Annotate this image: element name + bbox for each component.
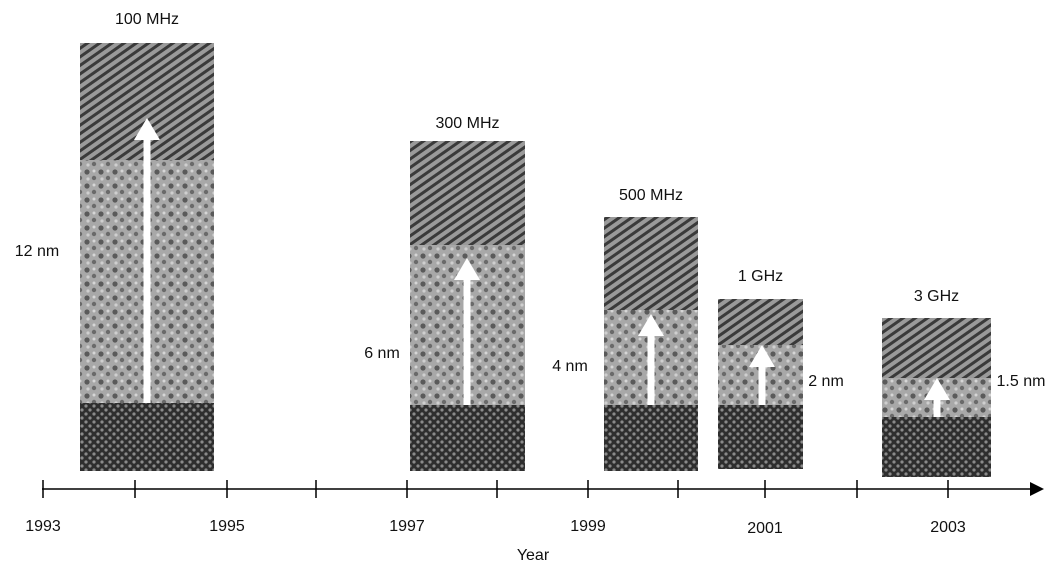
thickness-arrow-head bbox=[924, 378, 950, 400]
thickness-arrow-head bbox=[134, 118, 160, 140]
tem-crystal bbox=[718, 299, 803, 345]
tem-crystal bbox=[410, 141, 525, 245]
tem-substrate bbox=[604, 405, 698, 471]
thickness-arrow-head bbox=[638, 314, 664, 336]
thickness-label: 12 nm bbox=[15, 243, 59, 260]
thickness-arrow-head bbox=[749, 345, 775, 367]
thickness-label: 4 nm bbox=[552, 358, 588, 375]
year-label: 1995 bbox=[209, 518, 245, 535]
frequency-label: 100 MHz bbox=[115, 11, 179, 28]
tem-crystal bbox=[882, 318, 991, 378]
year-label: 1997 bbox=[389, 518, 425, 535]
tem-substrate bbox=[80, 403, 214, 471]
axis-arrow bbox=[1030, 482, 1044, 496]
frequency-label: 300 MHz bbox=[435, 115, 499, 132]
frequency-label: 500 MHz bbox=[619, 187, 683, 204]
frequency-label: 1 GHz bbox=[738, 268, 783, 285]
thickness-label: 2 nm bbox=[808, 373, 844, 390]
year-label: 1993 bbox=[25, 518, 61, 535]
frequency-label: 3 GHz bbox=[914, 288, 959, 305]
year-label: 2001 bbox=[747, 520, 783, 537]
axis-label: Year bbox=[517, 547, 550, 564]
tem-substrate bbox=[882, 417, 991, 477]
time-axis: Year 1993 1995 1997 1999 2001 2003 bbox=[25, 480, 1044, 564]
tem-crystal bbox=[604, 217, 698, 310]
thickness-label: 1.5 nm bbox=[997, 373, 1046, 390]
tem-substrate bbox=[410, 405, 525, 471]
thickness-arrow-head bbox=[454, 258, 480, 280]
year-label: 1999 bbox=[570, 518, 606, 535]
tem-substrate bbox=[718, 405, 803, 469]
thickness-label: 6 nm bbox=[364, 345, 400, 362]
year-label: 2003 bbox=[930, 519, 966, 536]
